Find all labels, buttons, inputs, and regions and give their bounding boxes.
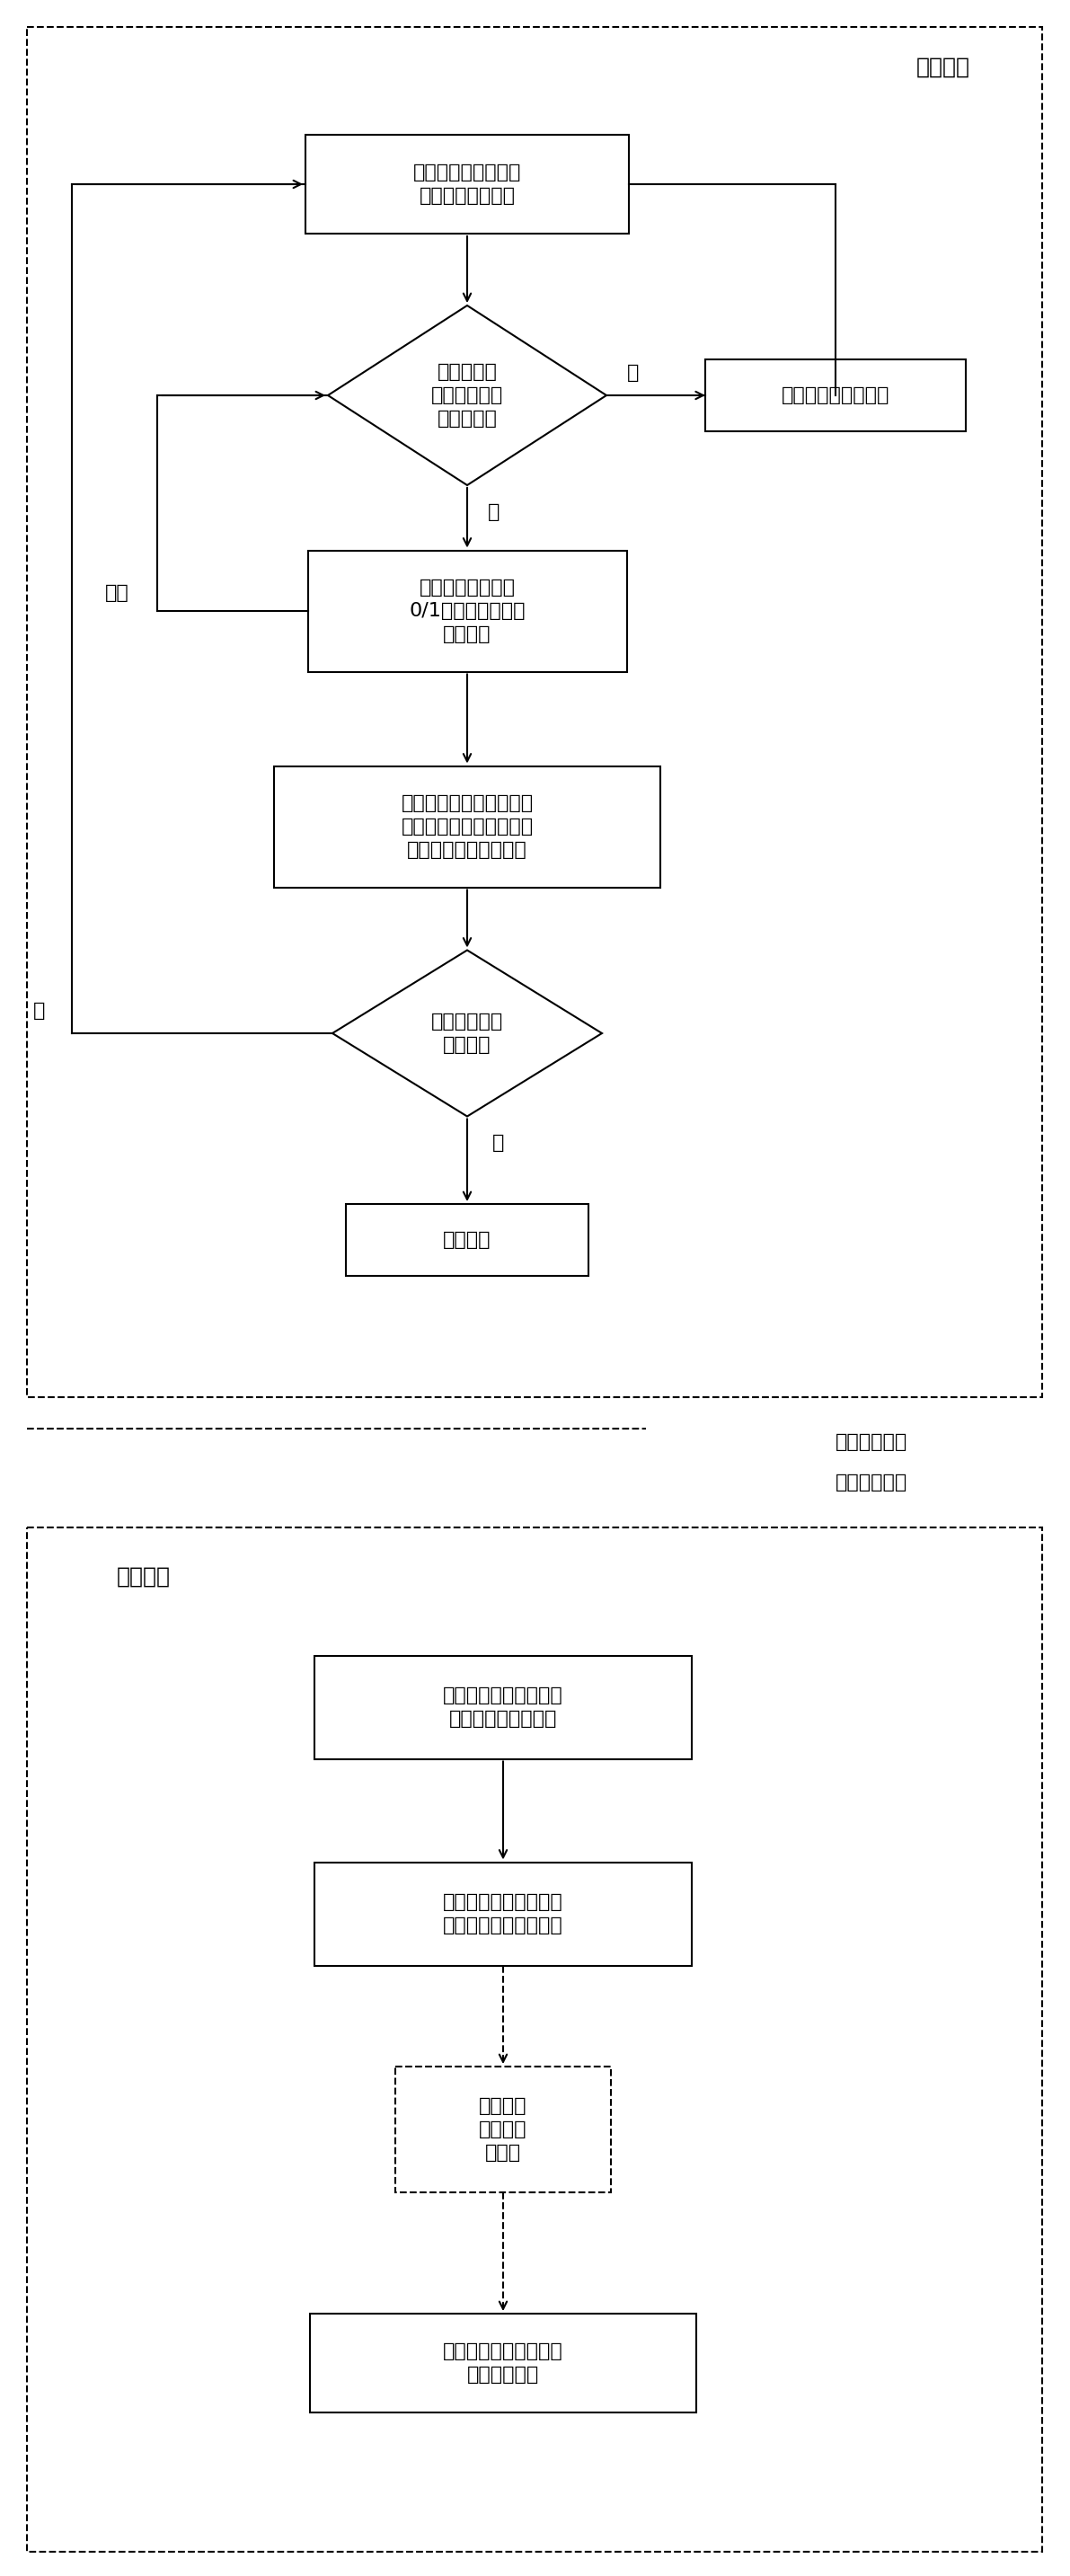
Text: 判断发送完成或终止发
送，响应中断: 判断发送完成或终止发 送，响应中断	[443, 2342, 563, 2383]
Text: 连续测量出多个事件
之间的脉冲宽度値: 连续测量出多个事件 之间的脉冲宽度値	[413, 162, 521, 206]
Bar	[315, 1862, 692, 1965]
Text: 按位调制出与数据位对
应的脉冲宽度固定値: 按位调制出与数据位对 应的脉冲宽度固定値	[443, 1687, 563, 1728]
Bar	[310, 2313, 697, 2414]
Text: 循环发送
脉冲宽度
固定値: 循环发送 脉冲宽度 固定値	[479, 2097, 528, 2161]
Text: 否: 否	[488, 502, 500, 520]
Bar	[305, 134, 629, 234]
Bar	[308, 551, 627, 672]
Bar	[346, 1203, 588, 1275]
Text: 判断脉冲宽
度値是否超出
预设値范围: 判断脉冲宽 度値是否超出 预设値范围	[431, 363, 503, 428]
Text: 重新测量脉冲宽度値: 重新测量脉冲宽度値	[781, 386, 889, 404]
Bar	[315, 1656, 692, 1759]
Text: 脉冲宽度値转换为
0/1逻辑値，装入移
位计数器: 脉冲宽度値转换为 0/1逻辑値，装入移 位计数器	[409, 577, 525, 644]
Polygon shape	[333, 951, 602, 1115]
Polygon shape	[327, 307, 607, 484]
Bar	[274, 765, 660, 886]
Text: 按位发送脉冲宽度固定
値，发送长度自动减一: 按位发送脉冲宽度固定 値，发送长度自动减一	[443, 1893, 563, 1935]
Text: 循环: 循环	[105, 585, 128, 603]
Bar	[395, 2066, 611, 2192]
Bar	[705, 361, 966, 430]
Text: 解码参照协议: 解码参照协议	[836, 1432, 907, 1450]
Text: 响应中断: 响应中断	[443, 1231, 491, 1249]
Text: 是: 是	[492, 1133, 505, 1151]
Text: 进行数据发送: 进行数据发送	[836, 1473, 907, 1492]
Text: 发码模式: 发码模式	[117, 1566, 171, 1587]
Text: 判断数字是否
接收完成: 判断数字是否 接收完成	[431, 1012, 503, 1054]
Text: 否: 否	[33, 1002, 45, 1020]
Bar	[27, 1528, 1042, 2553]
Bar	[27, 26, 1042, 1396]
Text: 存储已成帧字节于解码数
据寄存器中，且每个字节
产生一次中断用于读取: 存储已成帧字节于解码数 据寄存器中，且每个字节 产生一次中断用于读取	[401, 793, 533, 860]
Text: 是: 是	[627, 363, 640, 381]
Text: 解码模式: 解码模式	[916, 57, 970, 77]
